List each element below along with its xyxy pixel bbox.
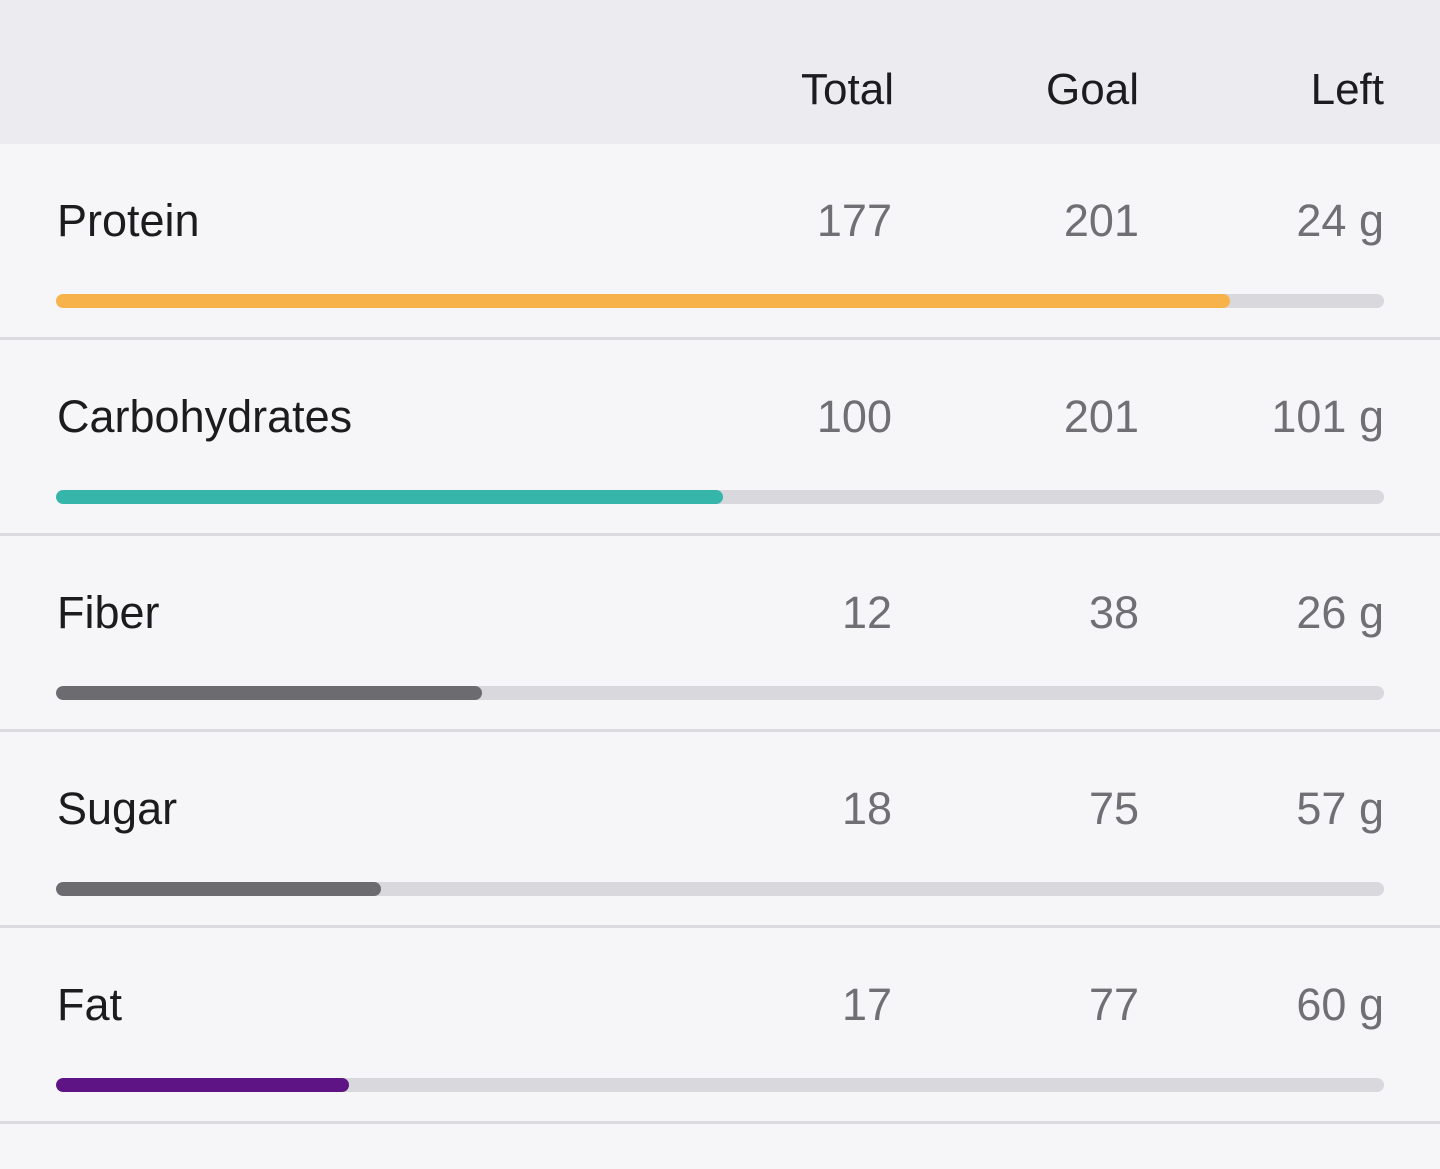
nutrient-left: 26 g bbox=[1296, 587, 1384, 638]
column-header-total: Total bbox=[801, 65, 894, 114]
progress-fill bbox=[56, 686, 483, 700]
nutrient-goal: 201 bbox=[1063, 195, 1139, 246]
nutrient-name: Fat bbox=[57, 979, 123, 1030]
nutrient-total: 12 bbox=[841, 587, 892, 638]
nutrient-name: Protein bbox=[57, 195, 200, 246]
nutrient-goal: 77 bbox=[1088, 979, 1139, 1030]
nutrient-total: 100 bbox=[816, 391, 892, 442]
nutrient-row-fiber[interactable]: Fiber 12 38 26 g bbox=[0, 536, 1440, 732]
progress-fill bbox=[56, 490, 723, 504]
nutrient-row-protein[interactable]: Protein 177 201 24 g bbox=[0, 144, 1440, 340]
nutrient-row-carbohydrates[interactable]: Carbohydrates 100 201 101 g bbox=[0, 340, 1440, 536]
nutrient-goal: 75 bbox=[1088, 783, 1139, 834]
nutrient-goal: 38 bbox=[1088, 587, 1139, 638]
nutrient-left: 24 g bbox=[1296, 195, 1384, 246]
table-header: Total Goal Left bbox=[0, 0, 1440, 144]
nutrient-total: 177 bbox=[816, 195, 892, 246]
nutrient-total: 17 bbox=[841, 979, 892, 1030]
progress-fill bbox=[56, 1078, 350, 1092]
column-header-goal: Goal bbox=[1046, 65, 1139, 114]
nutrient-name: Fiber bbox=[57, 587, 160, 638]
progress-fill bbox=[56, 882, 382, 896]
nutrient-row-fat[interactable]: Fat 17 77 60 g bbox=[0, 928, 1440, 1124]
nutrient-left: 60 g bbox=[1296, 979, 1384, 1030]
nutrient-left: 101 g bbox=[1271, 391, 1384, 442]
progress-track bbox=[56, 490, 1384, 504]
nutrient-name: Sugar bbox=[57, 783, 178, 834]
progress-track bbox=[56, 686, 1384, 700]
nutrient-left: 57 g bbox=[1296, 783, 1384, 834]
progress-track bbox=[56, 294, 1384, 308]
nutrient-total: 18 bbox=[841, 783, 892, 834]
nutrient-goal: 201 bbox=[1063, 391, 1139, 442]
nutrient-row-sugar[interactable]: Sugar 18 75 57 g bbox=[0, 732, 1440, 928]
progress-track bbox=[56, 1078, 1384, 1092]
column-header-left: Left bbox=[1310, 65, 1384, 114]
progress-fill bbox=[56, 294, 1230, 308]
progress-track bbox=[56, 882, 1384, 896]
nutrient-name: Carbohydrates bbox=[57, 391, 353, 442]
nutrient-rows: Protein 177 201 24 g Carbohydrates 100 2… bbox=[0, 144, 1440, 1124]
